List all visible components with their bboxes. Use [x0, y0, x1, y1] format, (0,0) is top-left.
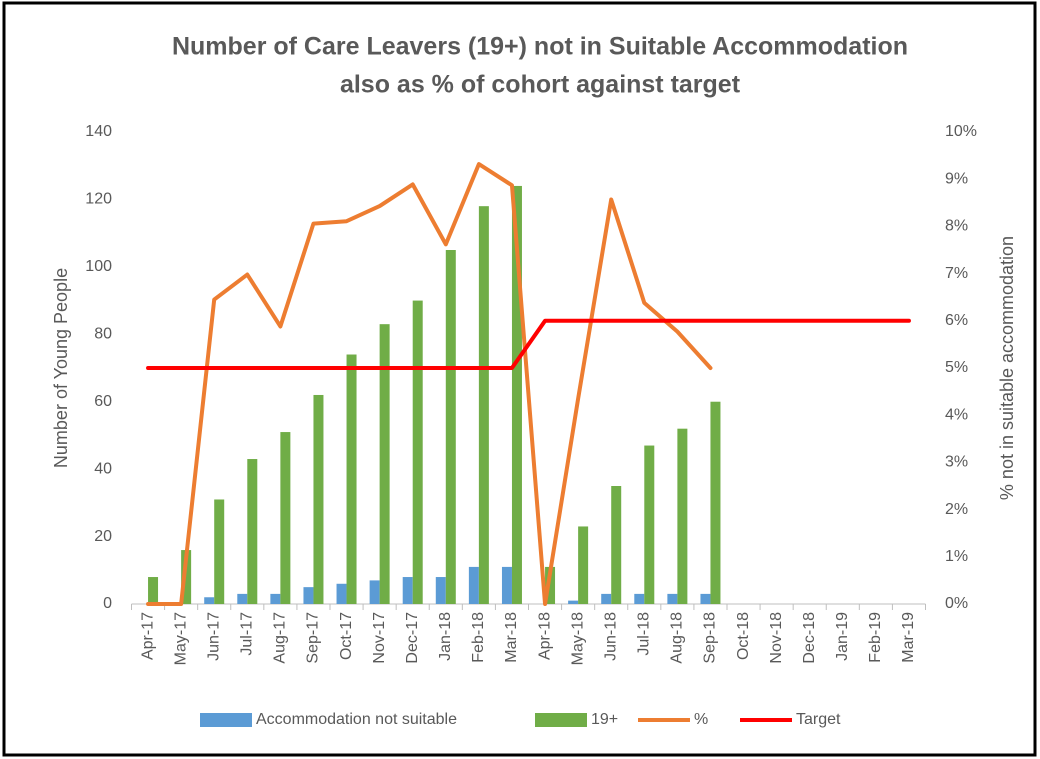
bar	[270, 593, 281, 604]
bar	[634, 593, 645, 604]
y-tick-label: 40	[94, 460, 112, 477]
bar	[700, 593, 711, 604]
y2-tick-label: 0%	[945, 595, 968, 612]
chart-title: also as % of cohort against target	[340, 71, 741, 99]
x-tick-label: May-18	[569, 612, 586, 665]
bar	[303, 587, 314, 604]
x-tick-label: Jul-17	[239, 612, 256, 656]
bar	[445, 250, 456, 604]
line-series	[146, 318, 911, 370]
x-tick-label: Jan-18	[437, 612, 454, 661]
x-tick-label: Nov-17	[371, 612, 388, 664]
x-tick-label: Dec-18	[801, 612, 818, 664]
x-tick-label: Apr-18	[536, 612, 553, 660]
legend-label: 19+	[591, 711, 618, 728]
y-tick-label: 20	[94, 528, 112, 545]
x-tick-label: Mar-19	[900, 612, 917, 663]
y-tick-label: 100	[85, 258, 112, 275]
bar	[435, 577, 446, 604]
x-tick-label: Sep-17	[305, 612, 322, 664]
legend-swatch	[200, 713, 252, 727]
bar	[379, 324, 390, 604]
bar	[601, 593, 612, 604]
y-tick-label: 60	[94, 393, 112, 410]
x-tick-label: Feb-18	[470, 612, 487, 663]
y2-tick-label: 1%	[945, 548, 968, 565]
line-series	[146, 162, 713, 606]
x-tick-label: Aug-18	[669, 612, 686, 664]
bar	[667, 593, 678, 604]
bar	[710, 401, 721, 604]
bar	[644, 445, 655, 604]
bar	[402, 577, 413, 604]
y2-axis-label: % not in suitable accommodation	[997, 236, 1017, 500]
chart-title: Number of Care Leavers (19+) not in Suit…	[172, 33, 908, 61]
x-tick-label: Jan-19	[834, 612, 851, 661]
y-tick-label: 140	[85, 123, 112, 140]
bar	[181, 550, 192, 604]
x-tick-label: Jun-18	[602, 612, 619, 661]
x-tick-label: Oct-17	[338, 612, 355, 660]
legend-label: Accommodation not suitable	[256, 711, 457, 728]
bar	[677, 428, 688, 604]
bar	[369, 580, 380, 604]
bar	[568, 600, 579, 604]
bar	[247, 459, 258, 604]
bar	[237, 593, 248, 604]
x-tick-label: Apr-17	[139, 612, 156, 660]
bar	[468, 566, 479, 604]
y2-tick-label: 8%	[945, 218, 968, 235]
legend-label: Target	[796, 711, 841, 728]
bar	[478, 206, 489, 604]
bar	[346, 354, 357, 604]
y2-tick-label: 2%	[945, 501, 968, 518]
x-tick-label: Aug-17	[272, 612, 289, 664]
bar	[511, 185, 522, 604]
x-tick-label: Dec-17	[404, 612, 421, 664]
x-tick-label: Nov-18	[768, 612, 785, 664]
bar	[280, 432, 291, 604]
y2-tick-label: 10%	[945, 123, 977, 140]
bar	[611, 486, 622, 604]
bar	[501, 566, 512, 604]
y2-tick-label: 6%	[945, 312, 968, 329]
bar	[412, 300, 423, 604]
x-tick-label: May-17	[172, 612, 189, 665]
y2-tick-label: 9%	[945, 170, 968, 187]
y2-tick-label: 4%	[945, 406, 968, 423]
bar	[204, 597, 215, 604]
x-tick-label: Mar-18	[503, 612, 520, 663]
y2-tick-label: 5%	[945, 359, 968, 376]
y2-tick-label: 3%	[945, 454, 968, 471]
bar	[578, 526, 589, 604]
legend-label: %	[694, 711, 708, 728]
x-tick-label: Feb-19	[867, 612, 884, 663]
y-axis-label: Number of Young People	[51, 268, 71, 468]
bar	[148, 577, 159, 604]
y-tick-label: 80	[94, 326, 112, 343]
x-tick-label: Sep-18	[702, 612, 719, 664]
y2-tick-label: 7%	[945, 265, 968, 282]
x-tick-label: Oct-18	[735, 612, 752, 660]
x-tick-label: Jun-17	[205, 612, 222, 661]
y-tick-label: 0	[103, 595, 112, 612]
bar	[214, 499, 225, 604]
y-tick-label: 120	[85, 191, 112, 208]
x-tick-label: Jul-18	[636, 612, 653, 656]
bar	[336, 583, 347, 604]
legend-swatch	[535, 713, 587, 727]
bar	[313, 394, 324, 604]
